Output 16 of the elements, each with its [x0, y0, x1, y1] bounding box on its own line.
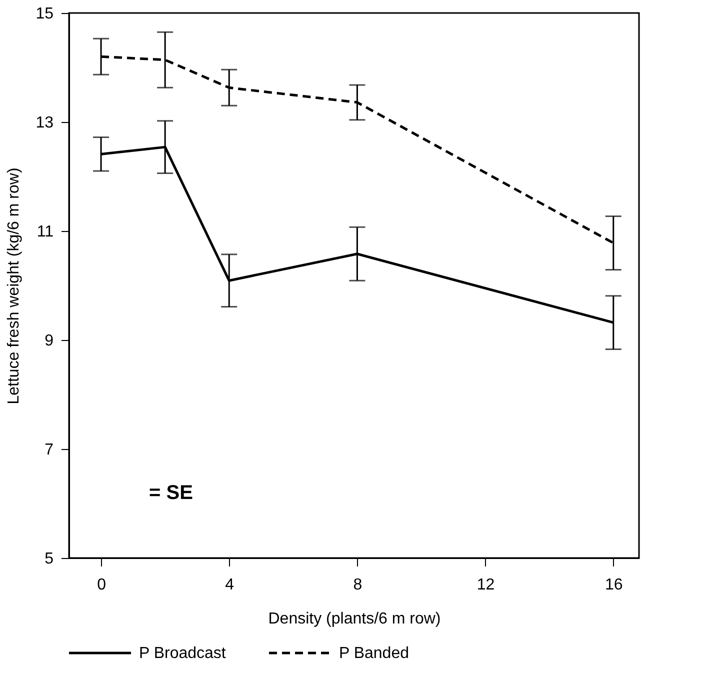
y-tick-label: 7 — [44, 442, 54, 458]
legend-label: P Banded — [339, 645, 409, 662]
y-tick-label: 11 — [36, 224, 54, 240]
x-tick-label: 4 — [225, 576, 234, 594]
legend-label: P Broadcast — [139, 645, 226, 662]
x-tick-label: 12 — [476, 576, 495, 594]
x-axis-title: Density (plants/6 m row) — [268, 610, 441, 628]
x-tick-label: 0 — [97, 576, 106, 594]
annotation: = SE — [149, 482, 193, 504]
y-tick-label: 9 — [44, 332, 54, 350]
x-tick-label: 8 — [353, 576, 362, 594]
y-tick-label: 15 — [36, 6, 54, 22]
y-axis-title: Lettuce fresh weight (kg/6 m row) — [6, 168, 23, 404]
y-tick-label: 13 — [36, 114, 54, 132]
x-tick-label: 16 — [604, 576, 623, 594]
y-tick-label: 5 — [44, 550, 54, 568]
